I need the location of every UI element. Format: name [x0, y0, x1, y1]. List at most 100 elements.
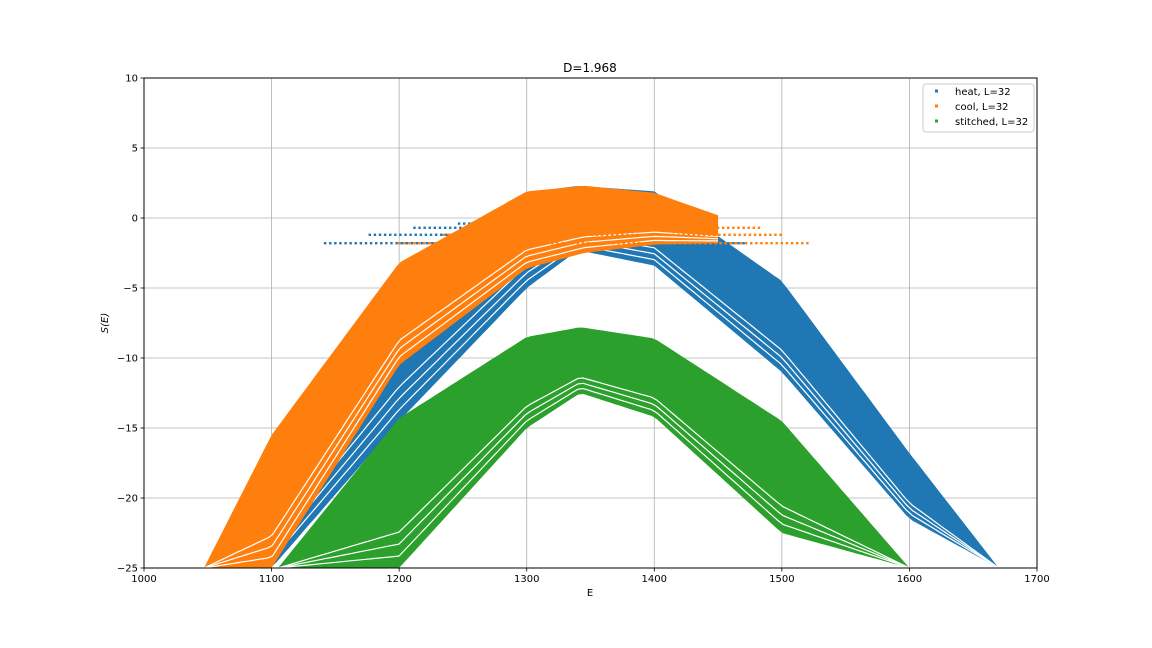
data-point: [806, 242, 809, 245]
data-point: [719, 242, 722, 245]
data-point: [423, 242, 426, 245]
data-point: [400, 242, 403, 245]
data-point: [737, 242, 740, 245]
data-point: [734, 242, 738, 245]
data-point: [573, 226, 577, 229]
data-point: [498, 233, 502, 236]
data-point: [566, 242, 569, 245]
band-gap: [277, 387, 910, 568]
x-tick-label: 1700: [1024, 574, 1049, 585]
data-point: [454, 226, 457, 229]
data-point: [604, 226, 608, 229]
y-tick-label: 0: [132, 214, 138, 225]
x-tick-label: 1000: [131, 574, 156, 585]
data-point: [525, 242, 528, 245]
data-point: [457, 233, 461, 236]
data-point: [607, 242, 610, 245]
data-point: [619, 226, 623, 229]
data-point: [344, 242, 347, 245]
data-point: [595, 233, 599, 236]
data-point: [727, 226, 730, 229]
data-point: [660, 226, 664, 229]
data-point: [596, 242, 600, 245]
data-point: [605, 233, 609, 236]
data-point: [364, 242, 368, 245]
data-point: [544, 233, 548, 236]
data-point: [385, 242, 388, 245]
data-point: [420, 242, 424, 245]
data-point: [655, 226, 659, 229]
data-point: [447, 233, 451, 236]
data-point: [630, 226, 633, 229]
y-tick-label: −5: [123, 284, 138, 295]
data-point: [770, 242, 773, 245]
data-point: [616, 233, 619, 236]
data-point: [368, 233, 372, 236]
data-point: [380, 242, 383, 245]
legend-label-heat: heat, L=32: [955, 87, 1011, 98]
y-tick-label: −15: [117, 424, 138, 435]
data-point: [419, 233, 423, 236]
data-point: [656, 233, 660, 236]
data-point: [677, 233, 680, 236]
data-point: [570, 233, 573, 236]
data-point: [463, 233, 466, 236]
data-point: [673, 242, 676, 245]
band-gap: [277, 382, 910, 568]
data-point: [443, 226, 447, 229]
data-point: [729, 242, 733, 245]
data-point: [329, 242, 332, 245]
legend-label-cool: cool, L=32: [955, 102, 1009, 113]
data-point: [408, 242, 411, 245]
series-2: [277, 327, 910, 568]
data-point: [397, 242, 401, 245]
data-point: [405, 242, 408, 245]
data-point: [473, 233, 476, 236]
data-point: [374, 242, 378, 245]
data-point: [553, 226, 556, 229]
data-point: [686, 226, 689, 229]
data-point: [556, 242, 559, 245]
data-point: [658, 242, 661, 245]
data-point: [493, 233, 497, 236]
data-point: [492, 226, 495, 229]
band-gap: [277, 377, 910, 568]
x-tick-label: 1400: [642, 574, 667, 585]
x-tick-label: 1300: [514, 574, 539, 585]
data-point: [378, 233, 382, 236]
data-point: [714, 242, 717, 245]
legend-marker-heat: [935, 89, 938, 93]
data-point: [706, 226, 710, 229]
data-point: [503, 233, 507, 236]
data-point: [414, 233, 417, 236]
data-point: [349, 242, 352, 245]
data-point: [515, 242, 518, 245]
data-point: [748, 233, 752, 236]
data-point: [642, 242, 646, 245]
data-point: [409, 233, 412, 236]
data-point: [428, 226, 431, 229]
data-point: [610, 233, 614, 236]
data-point: [724, 242, 727, 245]
data-point: [390, 242, 393, 245]
data-point: [622, 242, 625, 245]
data-point: [795, 242, 799, 245]
data-point: [543, 226, 546, 229]
data-point: [621, 233, 624, 236]
data-point: [614, 226, 618, 229]
data-point: [602, 242, 605, 245]
data-point: [631, 233, 634, 236]
chart-title: D=1.968: [563, 61, 617, 75]
data-point: [650, 226, 653, 229]
data-point: [571, 242, 574, 245]
data-point: [497, 226, 500, 229]
data-point: [540, 242, 544, 245]
data-point: [418, 242, 421, 245]
data-point: [426, 242, 429, 245]
data-point: [594, 226, 597, 229]
x-tick-label: 1100: [259, 574, 284, 585]
data-point: [440, 233, 443, 236]
legend-label-stitched: stitched, L=32: [955, 117, 1028, 128]
data-point: [723, 233, 726, 236]
data-point: [667, 233, 670, 236]
